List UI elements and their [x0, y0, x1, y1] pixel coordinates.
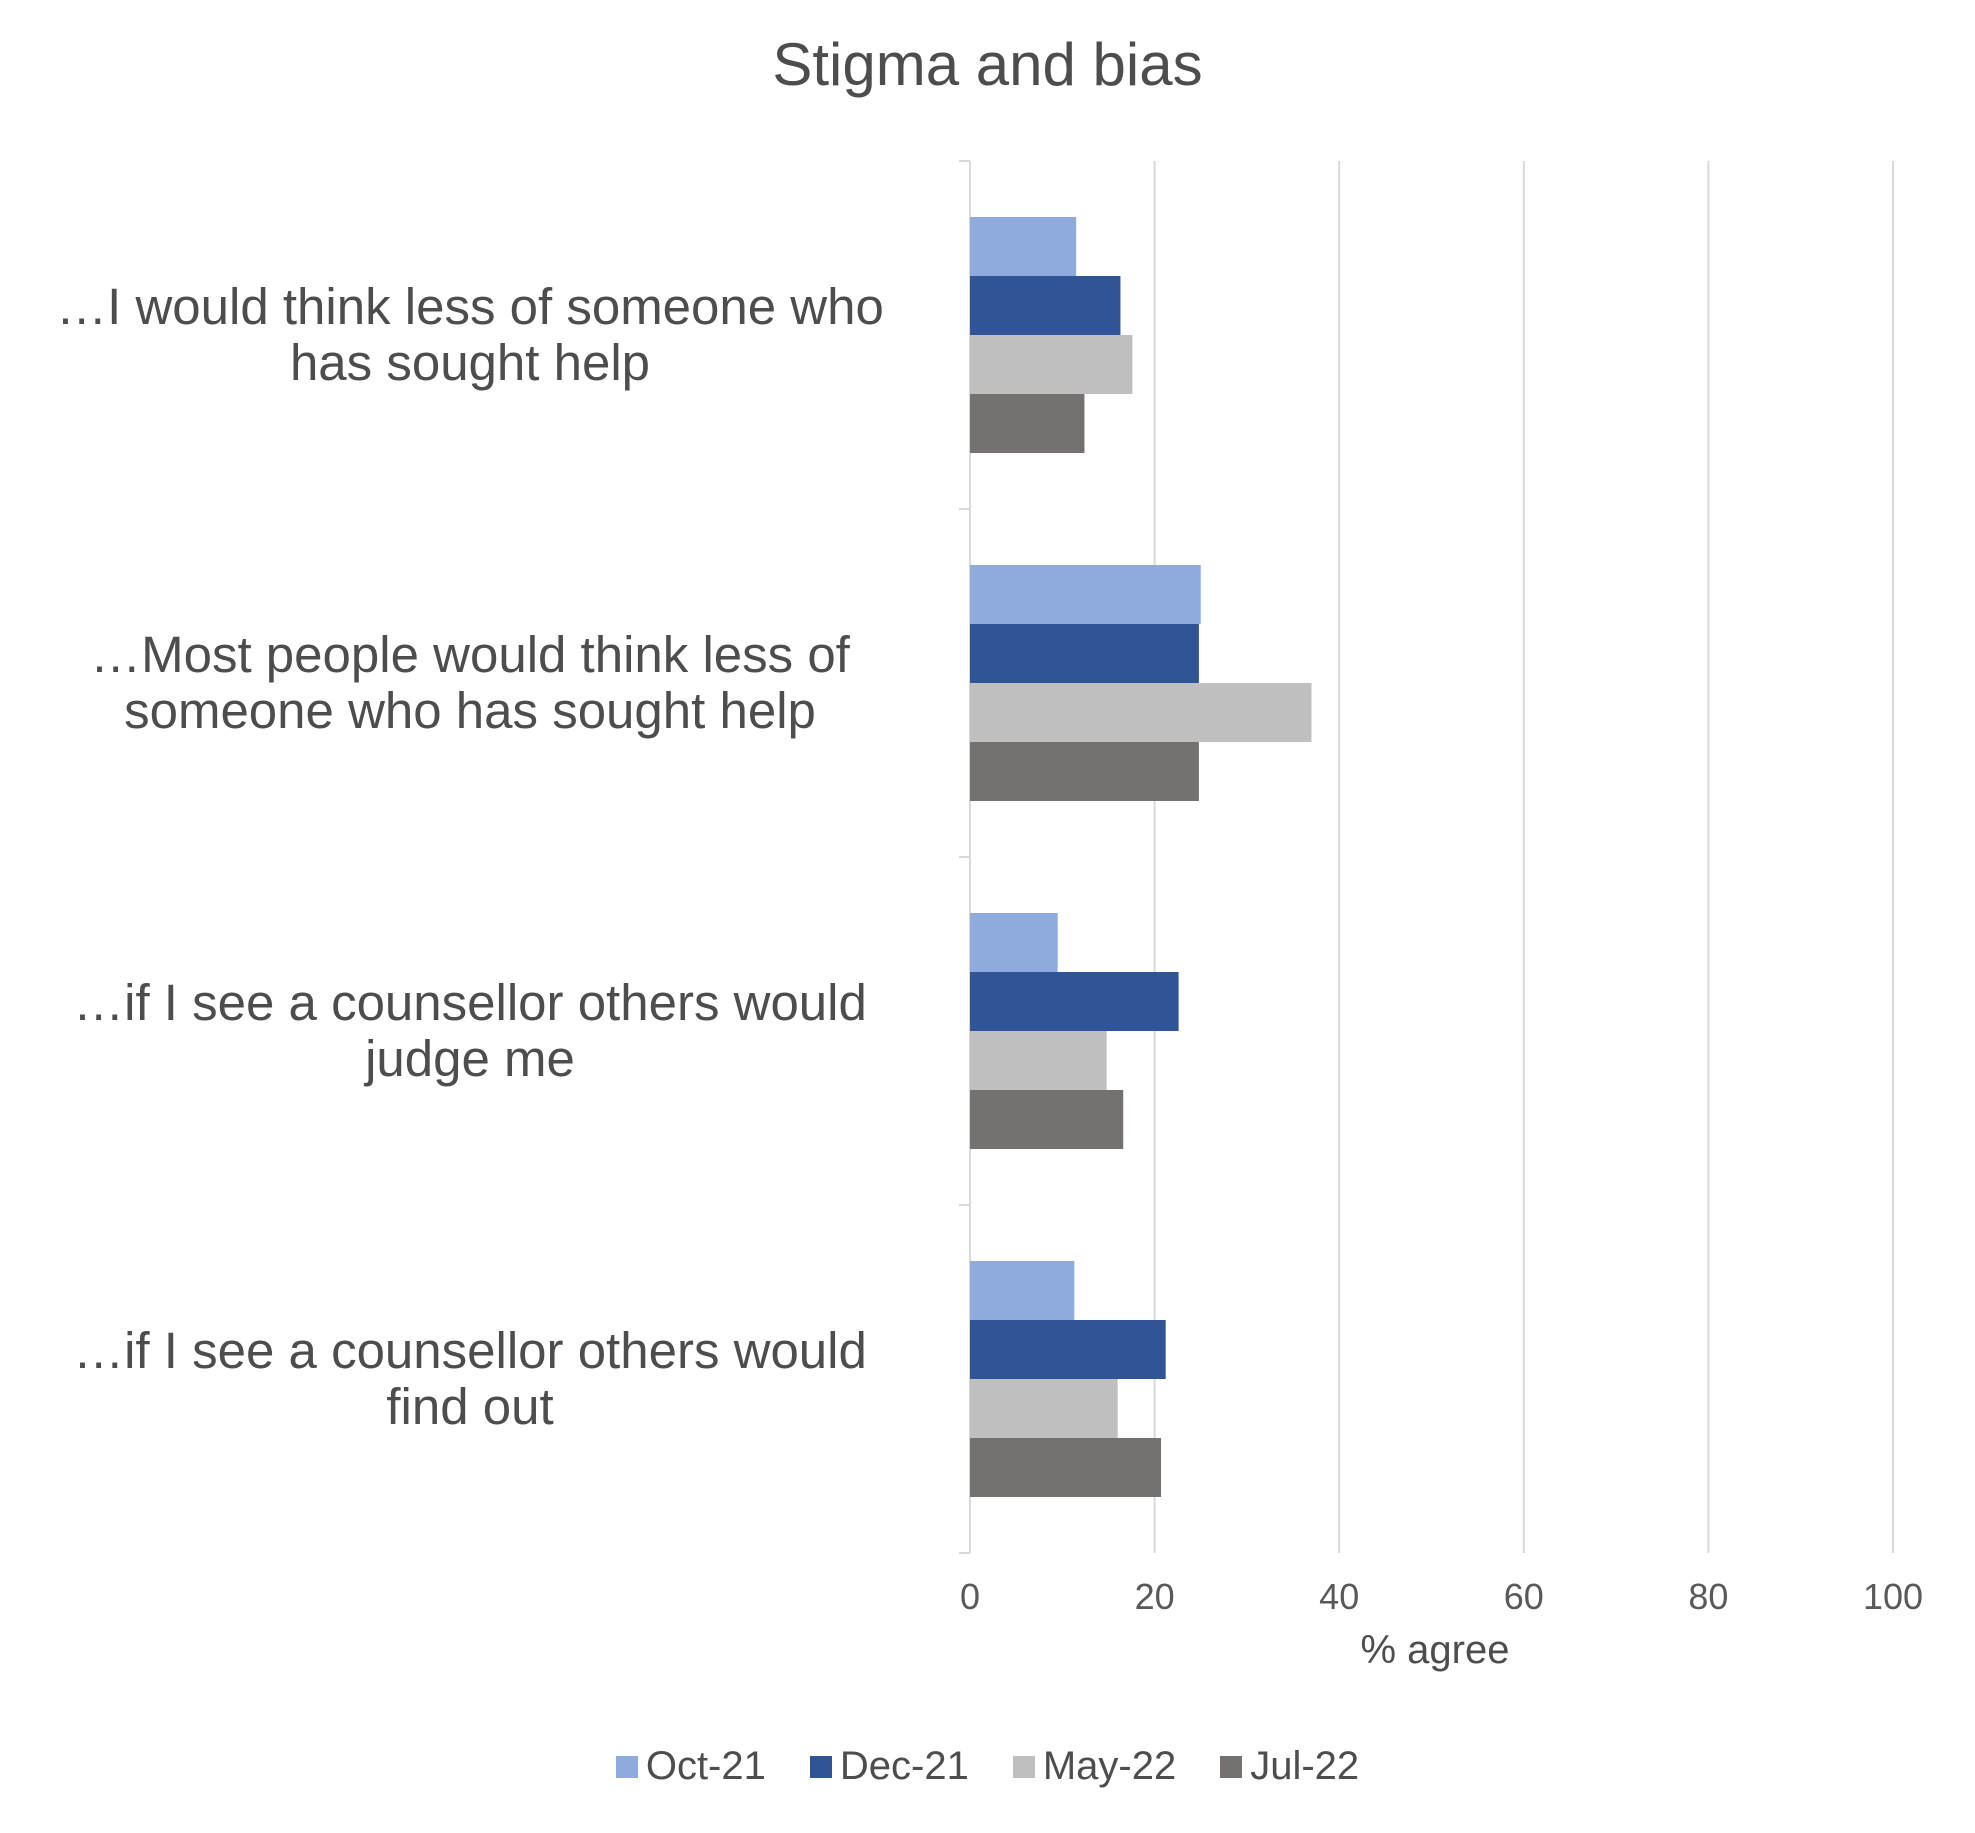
x-tick-label: 100 — [1863, 1576, 1923, 1617]
x-axis-label: % agree — [1360, 1628, 1510, 1672]
category-label-line: someone who has sought help — [124, 682, 816, 739]
legend-swatch — [1220, 1755, 1243, 1778]
bar-dec-21 — [970, 624, 1199, 683]
bar-may-22 — [970, 1379, 1118, 1438]
bar-jul-22 — [970, 394, 1085, 453]
legend-item: May-22 — [1012, 1744, 1177, 1789]
x-tick-label: 20 — [1135, 1576, 1175, 1617]
bar-oct-21 — [970, 913, 1058, 972]
bar-jul-22 — [970, 1438, 1162, 1497]
bar-oct-21 — [970, 1261, 1075, 1320]
bar-may-22 — [970, 683, 1312, 742]
category-label-line: has sought help — [289, 334, 651, 391]
legend-label: Dec-21 — [839, 1744, 969, 1788]
category-label-line: judge me — [365, 1030, 575, 1087]
category-label: …I would think less of someone who has so… — [10, 279, 930, 391]
x-tick-label: 80 — [1688, 1576, 1728, 1617]
legend-item: Oct-21 — [615, 1744, 766, 1789]
legend-swatch — [615, 1755, 638, 1778]
legend-item: Dec-21 — [809, 1744, 969, 1789]
bar-may-22 — [970, 335, 1133, 394]
category-label-line: …Most people would think less of — [90, 626, 850, 683]
category-label: …if I see a counsellor others would judge… — [10, 975, 930, 1087]
legend-swatch — [809, 1755, 832, 1778]
chart-title: Stigma and bias — [772, 31, 1203, 98]
category-label-line: find out — [386, 1378, 554, 1435]
legend-item: Jul-22 — [1220, 1744, 1359, 1789]
legend-label: May-22 — [1042, 1744, 1177, 1788]
x-tick-label: 40 — [1319, 1576, 1359, 1617]
bar-may-22 — [970, 1031, 1107, 1090]
category-label: …if I see a counsellor others would find … — [10, 1323, 930, 1435]
category-label-line: …I would think less of someone who — [56, 278, 884, 335]
bar-oct-21 — [970, 217, 1077, 276]
category-label-line: …if I see a counsellor others would — [73, 1322, 867, 1379]
category-label: …Most people would think less of someone … — [10, 627, 930, 739]
legend-swatch — [1012, 1755, 1035, 1778]
x-tick-label: 0 — [960, 1576, 980, 1617]
bar-dec-21 — [970, 276, 1121, 335]
legend-label: Jul-22 — [1250, 1744, 1360, 1788]
bar-dec-21 — [970, 972, 1179, 1031]
x-tick-label: 60 — [1504, 1576, 1544, 1617]
bar-dec-21 — [970, 1320, 1166, 1379]
bar-jul-22 — [970, 1090, 1124, 1149]
category-label-line: …if I see a counsellor others would — [73, 974, 867, 1031]
bar-oct-21 — [970, 565, 1201, 624]
legend: Oct-21 Dec-21 May-22 Jul-22 — [0, 1744, 1975, 1789]
legend-label: Oct-21 — [645, 1744, 766, 1788]
bar-jul-22 — [970, 742, 1199, 801]
